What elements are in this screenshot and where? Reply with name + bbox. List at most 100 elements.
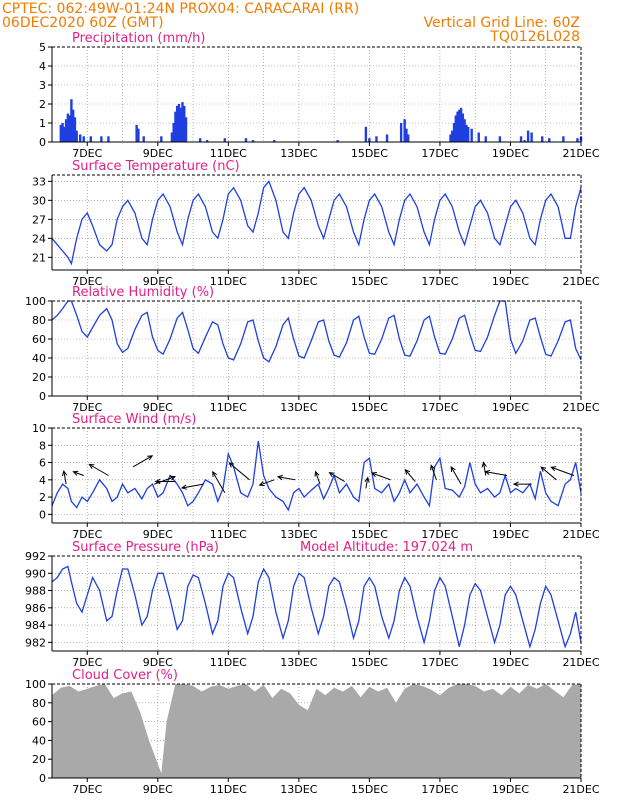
wind-vector <box>63 471 67 485</box>
cloud-cover-area <box>52 684 581 778</box>
precip-bar <box>205 140 209 142</box>
precip-bar <box>179 107 182 142</box>
precip-bar <box>79 134 82 142</box>
x-tick-label: 11DEC <box>210 783 247 796</box>
wind-vector-head <box>484 469 491 476</box>
precip-bar <box>170 132 174 142</box>
x-tick-label: 9DEC <box>143 656 173 669</box>
x-tick-label: 13DEC <box>280 783 317 796</box>
x-tick-label: 15DEC <box>351 147 388 160</box>
x-tick-label: 7DEC <box>72 783 102 796</box>
y-tick-label: 33 <box>32 175 46 188</box>
humidity-series-line <box>51 300 582 363</box>
y-tick-label: 2 <box>39 491 46 504</box>
x-tick-label: 11DEC <box>210 528 247 541</box>
y-tick-label: 24 <box>32 232 46 245</box>
wind-vector-head <box>258 481 265 487</box>
x-tick-label: 11DEC <box>210 275 247 288</box>
wind-vector-head <box>154 478 161 485</box>
precip-bar <box>364 126 368 142</box>
x-tick-label: 13DEC <box>280 401 317 414</box>
x-tick-label: 15DEC <box>351 656 388 669</box>
panel-title-pressure: Surface Pressure (hPa) <box>72 540 219 555</box>
wind-vector <box>132 455 153 468</box>
precip-bar <box>375 136 378 142</box>
wind-vector-head <box>276 474 283 481</box>
precip-bar <box>135 124 138 142</box>
precip-bar <box>452 123 456 142</box>
header-model-id: TQ0126L028 <box>489 29 580 45</box>
precip-bar <box>466 126 470 142</box>
y-tick-label: 5 <box>39 41 46 54</box>
panel-precipitation: 0 1 2 3 4 5 7DEC 9DEC 11DEC 13DEC 15DEC 17DEC 19DEC 2… <box>39 31 600 160</box>
x-tick-label: 7DEC <box>72 656 102 669</box>
x-tick-label: 21DEC <box>562 275 599 288</box>
y-tick-label: 0 <box>39 390 46 403</box>
wind-vector-head <box>328 472 335 478</box>
precip-bar <box>181 102 184 142</box>
precip-bar <box>461 113 465 142</box>
wind-vector <box>430 465 437 480</box>
panel-title-cloud_cover: Cloud Cover (%) <box>72 668 178 683</box>
wind-vector-head <box>61 470 68 477</box>
precip-bar <box>63 126 66 142</box>
wind-vector <box>371 472 391 481</box>
x-tick-label: 9DEC <box>143 275 173 288</box>
wind-vector-head <box>314 470 320 477</box>
wind-vector <box>485 471 508 476</box>
precip-bar <box>403 119 406 142</box>
wind-vector <box>482 462 487 476</box>
precip-bar <box>172 123 175 142</box>
precip-bar <box>406 134 410 142</box>
panel-title-wind: Surface Wind (m/s) <box>72 412 196 427</box>
wind-vector-head <box>228 462 235 468</box>
x-tick-label: 15DEC <box>351 401 388 414</box>
panel-pressure: 982 984 986 988 990 992 7DEC 9DEC 11DEC 13DEC 15DE… <box>25 540 600 669</box>
wind-vector-head <box>481 461 487 468</box>
precip-bar <box>526 130 530 142</box>
precip-bar <box>82 136 85 142</box>
panel-wind: 0 2 4 6 8 10 7DEC 9DEC 11DEC 13DEC 15DEC 17DEC 19DEC… <box>32 412 600 541</box>
precip-bar <box>405 128 408 142</box>
wind-vector-head <box>88 463 95 469</box>
precip-bar <box>523 140 526 142</box>
precip-bar <box>458 109 461 142</box>
wind-vector <box>181 483 204 489</box>
x-tick-label: 21DEC <box>562 656 599 669</box>
wind-vector <box>228 462 250 481</box>
precip-bar <box>519 136 523 142</box>
x-tick-label: 21DEC <box>562 401 599 414</box>
wind-vector-head <box>212 470 218 477</box>
y-tick-label: 80 <box>32 697 46 710</box>
wind-vector <box>551 466 575 476</box>
y-tick-label: 0 <box>39 508 46 521</box>
precip-bar <box>548 138 551 142</box>
panel-temperature: 21 24 27 30 33 7DEC 9DEC 11DEC 13DEC 15DEC 17DEC 19… <box>32 159 600 288</box>
precip-bar <box>477 132 480 142</box>
y-tick-label: 986 <box>25 602 46 615</box>
wind-vector <box>404 469 416 482</box>
precip-bar <box>459 107 463 142</box>
precip-bar <box>449 134 452 142</box>
precip-bar <box>174 111 177 142</box>
precip-bar <box>100 136 103 142</box>
precip-bar <box>71 109 75 142</box>
header-run-time: 06DEC2020 60Z (GMT) <box>2 15 164 31</box>
y-tick-label: 990 <box>25 567 46 580</box>
x-tick-label: 17DEC <box>421 401 458 414</box>
x-tick-label: 7DEC <box>72 401 102 414</box>
wind-vector-head <box>540 466 547 472</box>
wind-vector-head <box>180 484 187 490</box>
precip-bar <box>68 115 71 142</box>
x-tick-label: 17DEC <box>421 147 458 160</box>
x-tick-label: 17DEC <box>421 783 458 796</box>
x-tick-label: 11DEC <box>210 656 247 669</box>
y-tick-label: 40 <box>32 734 46 747</box>
x-tick-label: 19DEC <box>492 275 529 288</box>
x-tick-label: 19DEC <box>492 656 529 669</box>
precip-bar <box>160 136 163 142</box>
y-tick-label: 3 <box>39 79 46 92</box>
precip-bar <box>244 138 248 142</box>
panel-title-humidity: Relative Humidity (%) <box>72 285 214 300</box>
